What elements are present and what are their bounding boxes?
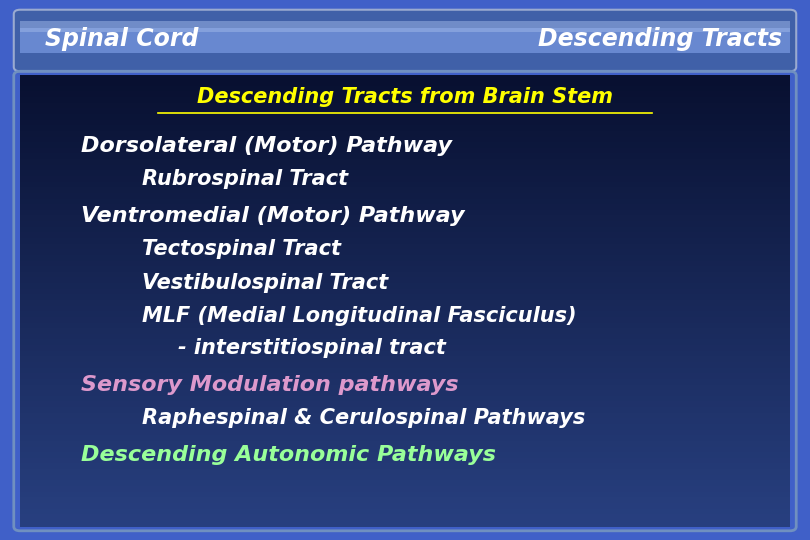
Bar [20,475,790,482]
Bar [20,80,790,87]
Bar [20,509,790,515]
Bar [20,131,790,138]
Bar [20,278,790,284]
Bar [20,165,790,171]
Bar [20,238,790,245]
Bar [20,159,790,166]
Bar [20,407,790,414]
Bar [20,142,790,149]
Bar [20,227,790,233]
Bar [20,153,790,160]
Bar [20,193,790,200]
Bar [20,187,790,194]
Bar [20,491,790,498]
Bar [20,441,790,448]
Bar [20,103,790,110]
Bar [20,430,790,436]
Bar [20,260,790,267]
Bar [20,514,790,521]
Text: Spinal Cord: Spinal Cord [45,28,198,51]
Bar [20,317,790,323]
Bar [20,266,790,273]
Bar [20,75,790,81]
Bar [20,306,790,312]
Bar [20,311,790,318]
Bar [20,221,790,228]
Text: Ventromedial (Motor) Pathway: Ventromedial (Motor) Pathway [81,206,465,226]
Text: Rubrospinal Tract: Rubrospinal Tract [142,169,347,190]
Bar [20,362,790,369]
Bar [20,340,790,346]
Bar [20,368,790,374]
Bar [20,249,790,256]
Bar [20,199,790,205]
Text: - interstitiospinal tract: - interstitiospinal tract [178,338,446,359]
FancyBboxPatch shape [14,10,796,71]
Bar [20,447,790,453]
Bar [20,481,790,487]
Bar [20,322,790,329]
Bar [20,91,790,98]
Bar [20,373,790,380]
Bar [20,345,790,352]
Bar [20,390,790,397]
Bar [20,463,790,470]
Text: MLF (Medial Longitudinal Fasciculus): MLF (Medial Longitudinal Fasciculus) [142,306,576,327]
Bar [20,401,790,408]
Bar [20,97,790,104]
Bar [20,255,790,261]
Bar [20,503,790,510]
Bar [20,114,790,120]
Bar [20,350,790,357]
Bar [20,418,790,425]
Bar [20,469,790,476]
Bar [20,215,790,222]
Text: Raphespinal & Cerulospinal Pathways: Raphespinal & Cerulospinal Pathways [142,408,585,429]
Bar [20,272,790,279]
Bar [20,458,790,464]
Bar [20,396,790,402]
Bar [20,170,790,177]
Bar [20,356,790,363]
Bar [20,120,790,126]
Bar [20,328,790,335]
Bar [20,334,790,341]
Bar [20,244,790,251]
Bar [20,125,790,132]
Bar [20,283,790,290]
Bar [20,413,790,420]
Bar [20,232,790,239]
Text: Descending Tracts from Brain Stem: Descending Tracts from Brain Stem [197,87,613,107]
Text: Descending Tracts: Descending Tracts [538,28,782,51]
Text: Descending Autonomic Pathways: Descending Autonomic Pathways [81,444,496,465]
Bar [20,137,790,143]
Bar [20,109,790,115]
Bar [20,294,790,301]
Bar [20,300,790,307]
Bar [20,452,790,459]
Bar [20,384,790,391]
Text: Vestibulospinal Tract: Vestibulospinal Tract [142,273,388,293]
Bar [20,181,790,188]
Bar [20,204,790,211]
Bar [20,379,790,386]
Text: Dorsolateral (Motor) Pathway: Dorsolateral (Motor) Pathway [81,136,452,156]
Bar [20,435,790,442]
Text: Sensory Modulation pathways: Sensory Modulation pathways [81,375,458,395]
Bar [20,520,790,526]
Bar [20,289,790,295]
Text: Tectospinal Tract: Tectospinal Tract [142,239,341,260]
Bar [20,148,790,154]
Bar [20,210,790,217]
Bar [20,486,790,492]
Bar [20,21,790,32]
Bar [20,176,790,183]
Bar [20,86,790,92]
Bar [20,28,790,53]
Bar [20,424,790,431]
Bar [20,497,790,504]
